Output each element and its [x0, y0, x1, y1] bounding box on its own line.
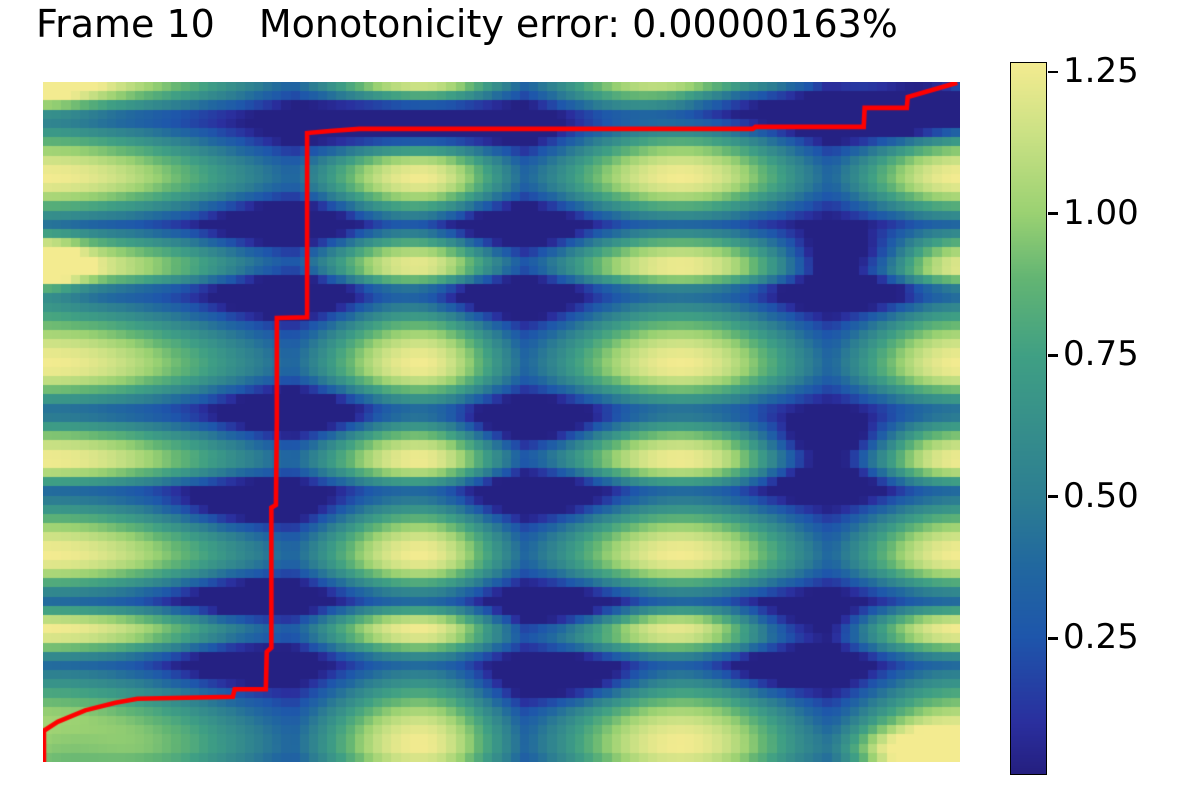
colorbar-tick-label: 0.50: [1063, 475, 1139, 516]
colorbar-tick: [1048, 495, 1058, 499]
colorbar-tick-label: 1.25: [1063, 51, 1139, 92]
colorbar-tick: [1048, 353, 1058, 357]
plot-title: Frame 10 Monotonicity error: 0.00000163%: [36, 2, 898, 46]
colorbar-tick: [1048, 636, 1058, 640]
colorbar-tick-label: 0.75: [1063, 334, 1139, 375]
heatmap-plot: [43, 82, 960, 762]
colorbar: 1.25 1.00 0.75 0.50 0.25: [1010, 51, 1200, 777]
monotone-path-canvas: [43, 82, 960, 762]
colorbar-tick: [1048, 70, 1058, 74]
error-label: Monotonicity error: 0.00000163%: [258, 2, 898, 46]
colorbar-tick: [1048, 212, 1058, 215]
colorbar-gradient-canvas: [1010, 62, 1047, 775]
frame-label: Frame 10: [36, 2, 215, 46]
colorbar-tick-label: 1.00: [1063, 192, 1139, 233]
colorbar-tick-label: 0.25: [1063, 617, 1139, 658]
